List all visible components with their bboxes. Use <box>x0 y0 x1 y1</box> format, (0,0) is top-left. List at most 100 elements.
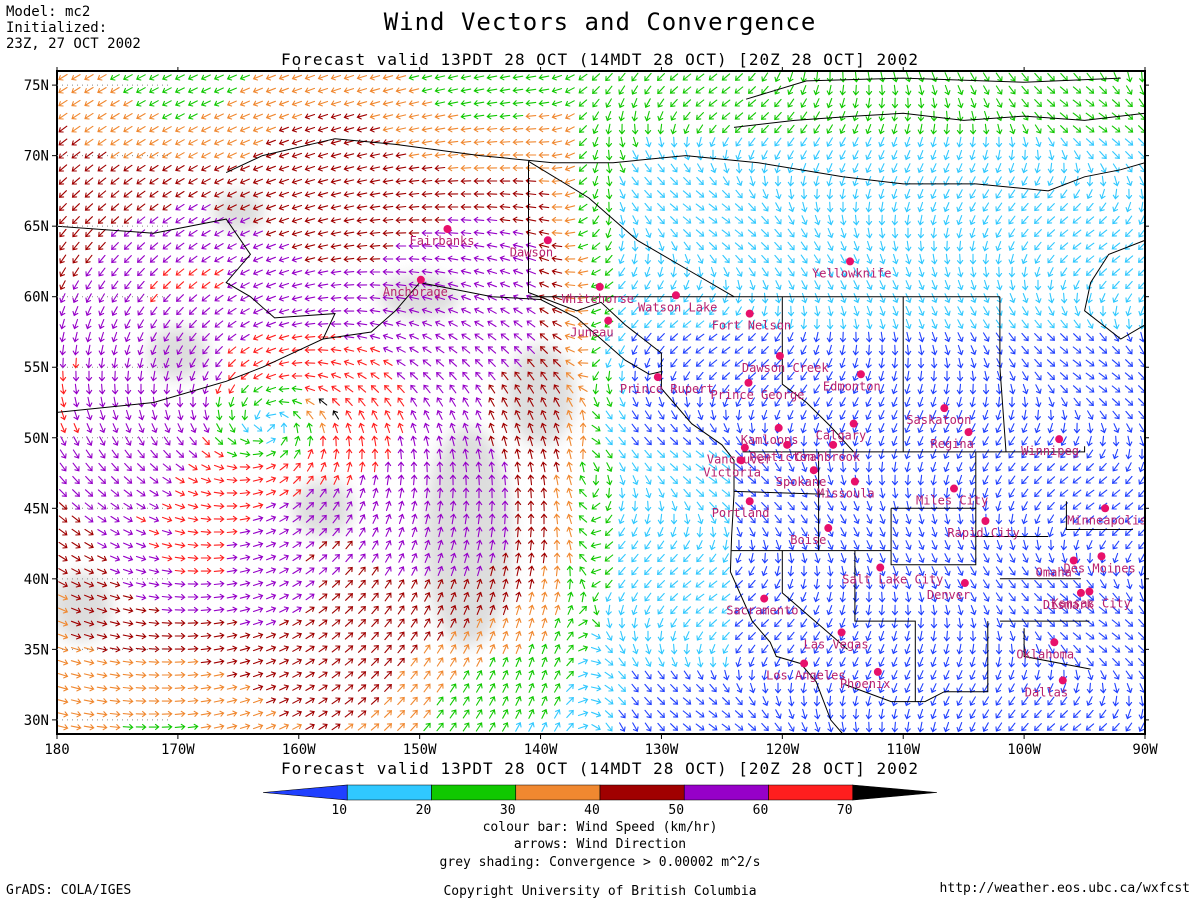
lon-tick-label: 100W <box>1007 742 1041 758</box>
city-marker: Cranbrook <box>795 440 861 464</box>
lon-tick-label: 160W <box>282 742 316 758</box>
city-marker: Los Angeles <box>766 659 846 682</box>
colour-bar-tick: 60 <box>753 803 769 818</box>
city-label: Fairbanks <box>409 234 474 248</box>
lat-tick-label: 40N <box>24 572 49 588</box>
colour-bar-segment <box>852 784 938 801</box>
city-label: Edmonton <box>823 379 881 393</box>
lat-tick-label: 70N <box>24 149 49 165</box>
coastline-segment <box>890 507 977 566</box>
wind-arrows <box>57 71 1145 733</box>
city-marker: Watson Lake <box>638 291 717 314</box>
city-marker: Regina <box>931 428 974 451</box>
city-marker: Miles City <box>916 484 988 508</box>
city-marker: Minneapolis <box>1067 504 1147 527</box>
model-info: Model: mc2 Initialized: 23Z, 27 OCT 2002 <box>6 4 141 52</box>
city-label: Kansas City <box>1051 597 1130 611</box>
city-label: Salt Lake City <box>842 573 943 587</box>
coastlines <box>57 77 1145 734</box>
initialized-label: Initialized: <box>6 20 108 36</box>
city-marker: Spokane <box>776 466 827 489</box>
map-background <box>57 71 1145 734</box>
coastline-segment <box>322 282 844 734</box>
forecast-valid-top: Forecast valid 13PDT 28 OCT (14MDT 28 OC… <box>281 50 919 69</box>
city-marker: Anchorage <box>383 275 448 299</box>
lat-tick-label: 45N <box>24 501 49 517</box>
city-label: Portland <box>712 506 770 520</box>
city-marker: Boise <box>790 524 833 547</box>
city-label: Boise <box>790 533 826 547</box>
cities: Fairbanks Dawson Anchorage Whitehorse Watson… <box>383 224 1147 699</box>
city-label: Las Vegas <box>804 637 869 651</box>
city-marker: Rapid City <box>947 516 1020 540</box>
colour-bar-tick: 50 <box>668 803 684 818</box>
city-label: Saskatoon <box>906 413 971 427</box>
wind-arrow-group <box>57 73 589 732</box>
city-marker: Winnipeg <box>1021 435 1079 458</box>
lon-tick-label: 140W <box>524 742 558 758</box>
city-marker: Juneau <box>570 316 614 340</box>
wind-arrow-group <box>241 136 1145 732</box>
city-label: Rapid City <box>947 526 1019 540</box>
city-marker: Fort Nelson <box>712 309 791 333</box>
city-label: Omaha <box>1036 565 1072 579</box>
coastline-segment <box>854 550 916 702</box>
lon-tick-label: 120W <box>765 742 799 758</box>
city-label: Dallas <box>1025 685 1068 699</box>
city-marker: Dawson <box>510 236 553 259</box>
city-label: Dismark <box>1043 598 1094 612</box>
footer-url[interactable]: http://weather.eos.ubc.ca/wxfcst <box>939 881 1190 896</box>
colour-bar-tick: 10 <box>331 803 347 818</box>
lon-tick-label: 90W <box>1132 742 1158 758</box>
colour-bar-tick: 30 <box>500 803 516 818</box>
coastline-segment <box>1023 628 1091 670</box>
coastline-segment <box>528 160 735 298</box>
city-label: Miles City <box>916 494 988 508</box>
city-label: Missoula <box>817 486 875 500</box>
colour-bar-segment <box>515 784 601 801</box>
city-label: Dawson Creek <box>742 361 829 375</box>
wind-arrow-group <box>59 268 405 575</box>
lon-tick-label: 110W <box>886 742 920 758</box>
city-marker: Des Moines <box>1063 552 1136 575</box>
city-label: Oklahoma <box>1016 647 1074 661</box>
city-marker: Prince Rupert <box>620 373 714 396</box>
lon-tick-label: 150W <box>403 742 437 758</box>
coastline-segment <box>1084 239 1145 340</box>
lat-tick-label: 30N <box>24 713 49 729</box>
model-label: Model: mc2 <box>6 4 91 20</box>
colour-bar-tick: 20 <box>416 803 432 818</box>
coastline-segment <box>733 490 825 495</box>
city-label: Watson Lake <box>638 300 717 314</box>
lat-tick-label: 75N <box>24 78 49 94</box>
colour-bar-note: colour bar: Wind Speed (km/hr) <box>482 820 718 835</box>
map-title: Wind Vectors and Convergence <box>383 8 817 36</box>
lat-tick-label: 50N <box>24 431 49 447</box>
lat-tick-label: 65N <box>24 219 49 235</box>
colour-bar-tick: 40 <box>584 803 600 818</box>
city-marker: Victoria <box>703 456 761 479</box>
city-marker: Sacramento <box>726 594 798 618</box>
forecast-valid-bottom: Forecast valid 13PDT 28 OCT (14MDT 28 OC… <box>281 759 919 778</box>
wind-arrow-group <box>59 203 537 626</box>
colour-bar-segment <box>683 784 769 801</box>
city-label: Sacramento <box>726 604 798 618</box>
coastline-segment <box>528 161 662 372</box>
city-label: Minneapolis <box>1067 513 1146 527</box>
coastline-segment <box>225 138 1145 192</box>
coastline-segment <box>845 621 989 703</box>
city-label: Whitehorse <box>562 292 634 306</box>
city-label: Des Moines <box>1063 561 1135 575</box>
city-marker: Portland <box>712 497 770 520</box>
city-label: Los Angeles <box>766 668 845 682</box>
city-marker: Calgary <box>816 419 867 443</box>
city-marker: Dismark <box>1043 588 1094 612</box>
colour-bar-segment <box>262 784 348 801</box>
city-label: Spokane <box>776 475 827 489</box>
colour-bar-segment <box>431 784 517 801</box>
city-label: Prince Rupert <box>620 382 714 396</box>
city-label: Cranbrook <box>795 450 861 464</box>
city-marker: Edmonton <box>823 370 881 393</box>
city-label: Calgary <box>816 429 867 443</box>
colour-bar-segment <box>599 784 685 801</box>
